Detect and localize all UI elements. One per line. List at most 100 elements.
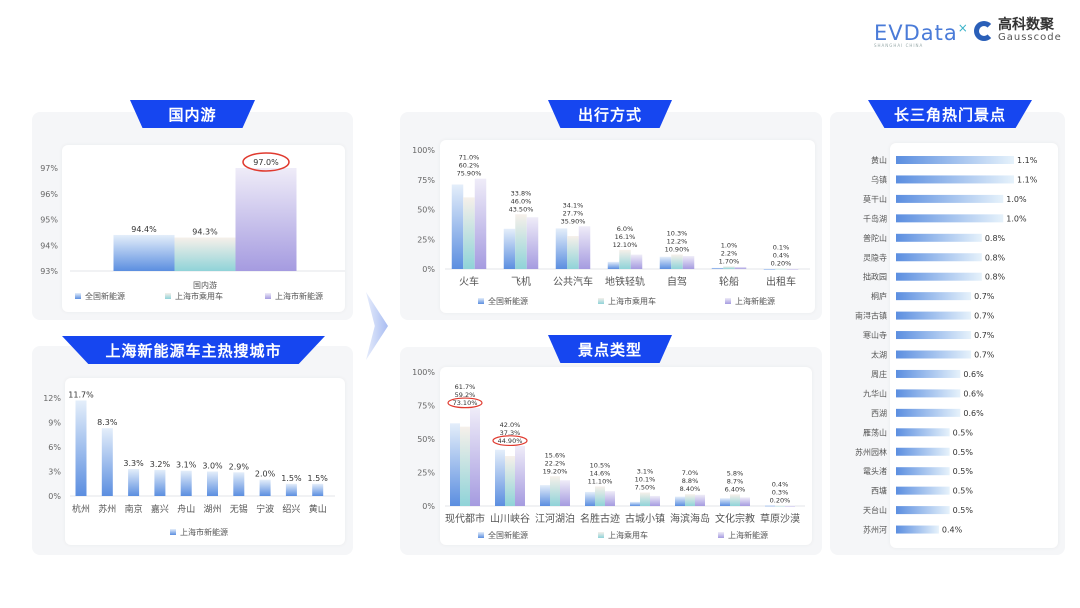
data-label: 0.4%: [772, 480, 789, 488]
spot-bar: [896, 175, 1014, 184]
legend-label: 上海乘用车: [608, 530, 648, 540]
data-label: 1.70%: [719, 257, 740, 265]
legend-swatch: [165, 293, 171, 299]
bar-全国新能源: [451, 184, 464, 269]
x-tick-label: 自驾: [667, 275, 687, 288]
spot-label: 苏州河: [863, 525, 887, 535]
spot-value: 1.0%: [1006, 214, 1027, 223]
legend-swatch: [170, 529, 176, 535]
y-tick-label: 9%: [48, 419, 61, 428]
bar-上海乘用车: [640, 492, 650, 506]
spot-value: 0.6%: [963, 389, 984, 398]
bar-上海新能源: [695, 494, 705, 506]
y-tick-label: 0%: [422, 502, 435, 511]
bar-全国新能源: [113, 234, 175, 271]
x-tick-label: 南京: [125, 503, 143, 515]
x-tick-label: 杭州: [72, 503, 90, 515]
bar-全国新能源: [659, 256, 672, 269]
legend-swatch: [75, 293, 81, 299]
bar-上海乘用车: [505, 456, 515, 506]
data-label: 59.2%: [455, 391, 476, 399]
data-label: 12.2%: [667, 237, 688, 245]
spot-value: 1.0%: [1006, 195, 1027, 204]
bar-上海市乘用车: [619, 249, 631, 269]
bar-上海乘用车: [685, 494, 695, 506]
bar-上海新能源: [605, 491, 615, 506]
spot-bar: [896, 311, 972, 320]
legend-label: 上海市新能源: [180, 527, 228, 537]
highlight-circle: [447, 397, 483, 409]
data-label: 1.5%: [308, 474, 329, 483]
bar-上海新能源: [786, 268, 799, 270]
legend-label: 上海新能源: [735, 296, 775, 306]
x-tick-label: 公共汽车: [553, 275, 593, 288]
legend-label: 上海市新能源: [275, 291, 323, 301]
bar-上海新能源: [470, 408, 480, 506]
bar-上海市新能源: [128, 469, 140, 496]
bar-全国新能源: [607, 261, 620, 269]
spot-label: 桐庐: [871, 291, 887, 301]
x-tick-label: 绍兴: [282, 503, 300, 515]
data-label: 7.0%: [682, 469, 699, 477]
data-label: 61.7%: [455, 383, 476, 391]
bar-全国新能源: [450, 423, 460, 506]
gausscode-logo-icon: [974, 20, 994, 41]
legend-swatch: [265, 293, 271, 299]
data-label: 8.40%: [680, 485, 701, 493]
y-tick-label: 75%: [417, 402, 435, 411]
spot-label: 千岛湖: [863, 213, 887, 223]
spot-bar: [896, 467, 950, 476]
spot-bar: [896, 292, 972, 301]
x-tick-label: 文化宗教: [715, 512, 755, 525]
spot-value: 0.5%: [953, 467, 974, 476]
spot-bar: [896, 447, 950, 456]
bar-全国新能源: [540, 485, 550, 506]
bar-全国新能源: [630, 501, 640, 506]
spot-label: 苏州园林: [855, 447, 887, 457]
y-tick-label: 0%: [422, 265, 435, 274]
x-tick-label: 飞机: [511, 275, 531, 288]
travel-mode-title: 出行方式: [548, 100, 672, 128]
bar-上海乘用车: [595, 486, 605, 506]
x-tick-label: 嘉兴: [151, 503, 169, 515]
spot-label: 周庄: [871, 369, 887, 379]
x-tick-label: 江河湖泊: [535, 513, 575, 525]
legend-label: 全国新能源: [85, 291, 125, 301]
spot-bar: [896, 194, 1004, 203]
spot-bar: [896, 272, 982, 281]
domestic-title: 国内游: [130, 100, 255, 128]
travel-mode-card: [440, 140, 815, 313]
legend-swatch: [478, 298, 484, 304]
data-label: 2.0%: [255, 470, 276, 479]
y-tick-label: 97%: [40, 164, 58, 173]
bar-全国新能源: [675, 496, 685, 506]
data-label: 2.9%: [229, 462, 250, 471]
x-tick-label: 火车: [459, 275, 479, 288]
y-tick-label: 94%: [40, 241, 58, 250]
data-label: 10.1%: [635, 475, 656, 483]
data-label: 11.10%: [588, 477, 613, 485]
data-label: 22.2%: [545, 459, 566, 467]
spot-bar: [896, 214, 1004, 223]
bar-上海市新能源: [101, 428, 113, 496]
data-label: 0.4%: [773, 252, 790, 260]
spot-value: 0.7%: [974, 351, 995, 360]
bar-上海市乘用车: [463, 197, 475, 269]
bar-全国新能源: [585, 491, 595, 506]
spot-value: 0.6%: [963, 370, 984, 379]
spot-value: 1.1%: [1017, 156, 1038, 165]
spot-bar: [896, 389, 961, 398]
bar-上海新能源: [650, 495, 660, 506]
y-tick-label: 100%: [412, 368, 435, 377]
y-tick-label: 25%: [417, 469, 435, 478]
data-label: 16.1%: [615, 233, 636, 241]
bar-上海市新能源: [75, 400, 87, 496]
x-tick-label: 地铁轻轨: [605, 275, 645, 288]
spot-value: 0.8%: [985, 253, 1006, 262]
data-label: 60.2%: [459, 162, 480, 170]
spot-bar: [896, 428, 950, 437]
y-tick-label: 93%: [40, 267, 58, 276]
data-label: 27.7%: [563, 209, 584, 217]
data-label: 8.8%: [682, 477, 699, 485]
